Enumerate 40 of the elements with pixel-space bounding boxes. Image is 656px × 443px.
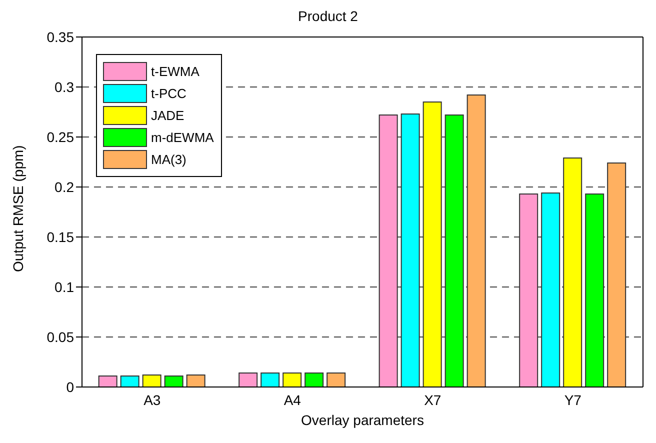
bar: [607, 162, 626, 387]
bar: [326, 372, 346, 387]
y-tick-label: 0.1: [54, 278, 74, 295]
bar: [304, 372, 324, 387]
y-tick-label: 0.3: [54, 78, 74, 95]
y-tick-label: 0.35: [46, 28, 74, 45]
bar: [466, 94, 486, 387]
legend-label: t-PCC: [151, 86, 186, 101]
x-tick-label: Y7: [564, 392, 582, 408]
bar: [164, 376, 184, 387]
bar: [238, 372, 258, 387]
legend-label: JADE: [151, 108, 184, 123]
x-axis-title: Overlay parameters: [301, 412, 424, 428]
legend-label: MA(3): [151, 152, 186, 167]
bar: [282, 372, 302, 387]
bar: [563, 158, 582, 387]
y-axis-title: Output RMSE (ppm): [10, 145, 26, 272]
bar: [422, 102, 442, 387]
y-tick-label: 0.15: [46, 228, 74, 245]
legend-label: m-dEWMA: [151, 130, 214, 145]
bar: [142, 374, 162, 387]
legend-label: t-EWMA: [151, 64, 200, 79]
y-tick-label: 0.05: [46, 328, 74, 345]
x-tick-label: A4: [284, 392, 302, 408]
bar: [519, 194, 538, 387]
bar: [400, 114, 420, 387]
bar: [585, 194, 604, 387]
bar: [260, 372, 280, 387]
y-tick-label: 0.2: [54, 178, 74, 195]
bar: [541, 192, 560, 387]
y-tick-label: 0.25: [46, 128, 74, 145]
x-tick-label: A3: [144, 392, 161, 408]
bar: [98, 376, 118, 387]
bar: [378, 114, 398, 387]
bar: [120, 376, 140, 387]
chart-title: Product 2: [297, 8, 359, 24]
bar: [444, 114, 464, 387]
x-tick-label: X7: [424, 392, 442, 408]
y-tick-label: 0: [66, 378, 74, 395]
bar: [186, 374, 206, 387]
